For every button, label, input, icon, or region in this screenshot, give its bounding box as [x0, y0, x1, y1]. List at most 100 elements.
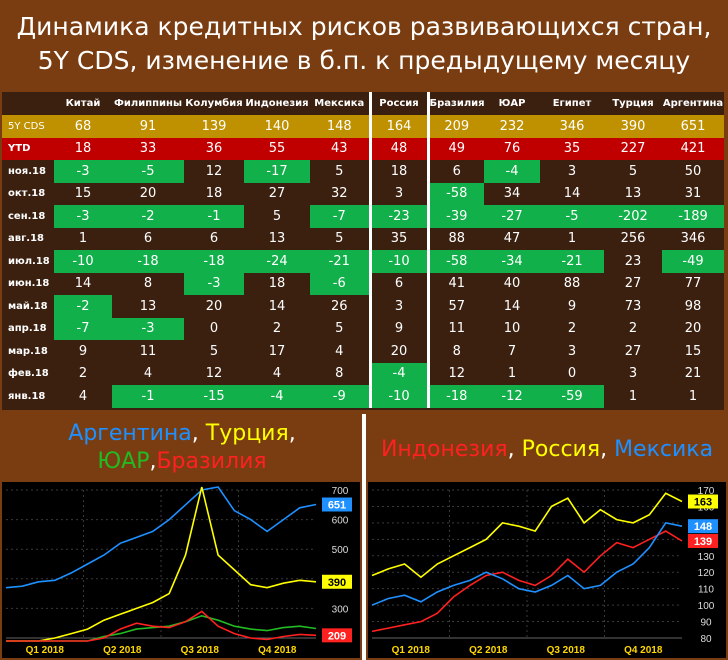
chart-right-legend: Индонезия, Россия, Мексика [368, 436, 726, 464]
table-cell: 3 [628, 366, 638, 382]
y-tick-label: 500 [332, 545, 349, 556]
table-cell: -4 [244, 385, 310, 408]
table-cell: 18 [54, 137, 112, 160]
table-cell: -1 [184, 205, 244, 228]
table-cell: -3 [54, 205, 112, 228]
legend-entry: Россия [521, 437, 601, 462]
table-cell: -9 [310, 385, 372, 408]
table-cell: 256 [620, 231, 646, 247]
table-cell: 20 [139, 186, 157, 202]
legend-entry: , [600, 437, 615, 462]
table-cell: -3 [184, 272, 244, 295]
row-label: сен.18 [8, 210, 46, 222]
table-cell: -7 [54, 317, 112, 340]
legend-entry: ЮАР [97, 449, 150, 474]
title-line-1: Динамика кредитных рисков развивающихся … [16, 12, 712, 41]
table-cell: -5 [112, 160, 184, 183]
table-cell: 6 [143, 231, 153, 247]
header-corner [2, 92, 54, 115]
table-cell: 1 [567, 231, 577, 247]
table-cell: -49 [662, 250, 724, 273]
table-cell: 346 [540, 115, 604, 138]
series-line-Аргентина [5, 486, 317, 589]
table-cell: 4 [143, 366, 153, 382]
section-divider [362, 414, 366, 660]
table-cell: 50 [684, 163, 702, 179]
table-cell: 49 [428, 137, 484, 160]
column-header: Египет [552, 98, 592, 109]
y-tick-label: 100 [698, 601, 715, 612]
table-cell: 10 [503, 321, 521, 337]
row-label: YTD [2, 137, 54, 160]
cds-table-container: Китай Филиппины Колумбия Индонезия Мексика Ро… [2, 92, 724, 410]
x-tick-label: Q3 2018 [547, 645, 586, 656]
table-cell: -15 [184, 385, 244, 408]
legend-entry: Бразилия [156, 449, 267, 474]
row-label: фев.18 [8, 368, 49, 380]
table-cell: -23 [370, 205, 430, 228]
table-cell: 0 [567, 366, 577, 382]
table-cell: 2 [567, 321, 577, 337]
table-cell: 91 [112, 115, 184, 138]
table-cell: 14 [74, 276, 92, 292]
row-label: апр.18 [8, 323, 47, 335]
table-cell: 18 [370, 160, 430, 183]
table-cell: 13 [624, 186, 642, 202]
page-title: Динамика кредитных рисков развивающихся … [0, 10, 728, 78]
table-cell: 1 [628, 388, 638, 404]
chart-left-legend: Аргентина, Турция, ЮАР,Бразилия [2, 420, 362, 476]
end-value-label: 651 [328, 500, 346, 512]
y-tick-label: 700 [332, 486, 349, 497]
series-line-Турция [6, 486, 317, 642]
cds-table: Китай Филиппины Колумбия Индонезия Мексика Ро… [2, 92, 724, 408]
table-cell: 20 [370, 340, 430, 363]
table-cell: 421 [662, 137, 724, 160]
end-label-box [322, 497, 352, 512]
y-tick-label: 110 [698, 585, 714, 596]
table-cell: 31 [684, 186, 702, 202]
row-label: 5Y CDS [2, 115, 54, 138]
table-cell: 8 [143, 276, 153, 292]
end-label-box [322, 628, 352, 643]
table-cell: 4 [78, 388, 88, 404]
table-cell: 18 [268, 276, 286, 292]
table-cell: 6 [370, 272, 430, 295]
table-cell: -5 [540, 205, 604, 228]
table-cell: 34 [503, 186, 521, 202]
column-header: Китай [65, 98, 101, 109]
table-row: YTD 18 33 36 55 43 48 49 76 35 227 421 [2, 137, 724, 160]
y-tick-label: 170 [698, 486, 715, 497]
table-cell: 14 [503, 298, 521, 314]
end-label-box [688, 494, 718, 509]
table-cell: 57 [448, 298, 466, 314]
legend-entry: , [191, 421, 206, 446]
table-cell: -24 [244, 250, 310, 273]
table-cell: 8 [310, 362, 372, 385]
table-row: мар.18 9 11 5 17 4 20 8 7 3 27 15 [2, 340, 724, 363]
table-cell: 43 [310, 137, 372, 160]
table-cell: -18 [428, 385, 484, 408]
table-cell: 15 [684, 343, 702, 359]
table-cell: 14 [268, 298, 286, 314]
legend-entry: , [507, 437, 522, 462]
legend-entry: Турция [205, 421, 289, 446]
column-header: Мексика [310, 92, 372, 115]
table-body: 5Y CDS 68 91 139 140 148 164 209 232 346 390 651 YTD… [2, 115, 724, 408]
table-cell: -4 [484, 160, 540, 183]
table-row: июн.18 14 8 -3 18 -6 6 41 40 88 27 77 [2, 272, 724, 295]
table-cell: 12 [205, 366, 223, 382]
x-tick-label: Q4 2018 [258, 645, 297, 656]
title-line-2: 5Y CDS, изменение в б.п. к предыдущему м… [37, 46, 691, 75]
x-tick-label: Q1 2018 [392, 645, 431, 656]
table-cell: -4 [370, 362, 430, 385]
table-cell: 17 [268, 343, 286, 359]
table-cell: 15 [74, 186, 92, 202]
table-cell: -189 [662, 205, 724, 228]
table-cell: 41 [448, 276, 466, 292]
y-tick-label: 300 [332, 604, 349, 615]
table-header-row: Китай Филиппины Колумбия Индонезия Мексика Ро… [2, 92, 724, 115]
table-cell: 26 [310, 295, 372, 318]
table-cell: -7 [310, 205, 372, 228]
column-header: Бразилия [429, 98, 485, 109]
